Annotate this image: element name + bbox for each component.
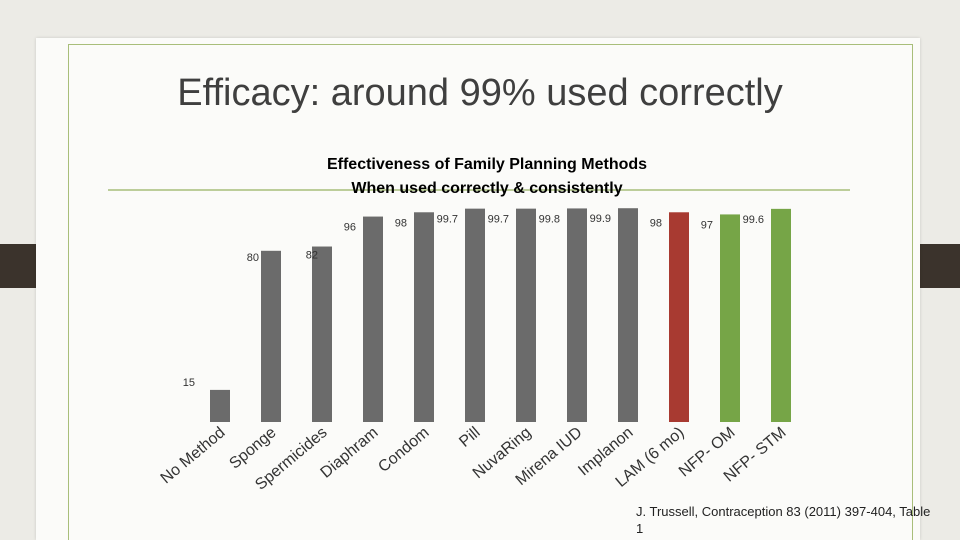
slide-title: Efficacy: around 99% used correctly <box>177 72 783 114</box>
citation: J. Trussell, Contraception 83 (2011) 397… <box>636 504 931 536</box>
bar-no-method <box>210 389 230 422</box>
bar-nfp-om <box>720 214 740 422</box>
value-label-diaphram: 96 <box>344 222 356 234</box>
category-labels-group: No MethodSpongeSpermicidesDiaphramCondom… <box>158 424 790 494</box>
bar-condom <box>414 212 434 422</box>
bar-spermicides <box>312 246 332 422</box>
value-label-lam-6-mo: 98 <box>650 217 662 229</box>
value-label-mirena-iud: 99.8 <box>539 213 560 225</box>
bar-sponge <box>261 250 281 422</box>
category-label-no-method: No Method <box>158 424 229 487</box>
value-label-pill: 99.7 <box>437 214 458 226</box>
chart-title: Effectiveness of Family Planning Methods <box>327 156 647 173</box>
value-label-nuvaring: 99.7 <box>488 214 509 226</box>
bars-group <box>210 208 791 422</box>
value-label-no-method: 15 <box>183 377 195 389</box>
value-label-condom: 98 <box>395 217 407 229</box>
value-label-nfp-stm: 99.6 <box>743 214 764 226</box>
bar-pill <box>465 208 485 422</box>
value-label-implanon: 99.9 <box>590 213 611 225</box>
bar-lam-6-mo <box>669 212 689 422</box>
value-label-sponge: 80 <box>247 252 259 264</box>
bar-nfp-stm <box>771 208 791 422</box>
chart-subtitle: When used correctly & consistently <box>351 180 622 197</box>
value-label-nfp-om: 97 <box>701 219 713 231</box>
bar-implanon <box>618 208 638 422</box>
category-label-diaphram: Diaphram <box>318 424 382 482</box>
slide-frame <box>68 44 913 540</box>
category-label-condom: Condom <box>375 424 432 476</box>
value-labels-group: 15 80 82 96 98 99.7 99.7 99.8 99.9 98 97 99.6 <box>183 213 764 389</box>
bar-nuvaring <box>516 208 536 422</box>
bar-mirena-iud <box>567 208 587 422</box>
bar-diaphram <box>363 216 383 422</box>
category-label-pill: Pill <box>456 424 483 451</box>
value-label-spermicides: 82 <box>306 250 318 262</box>
